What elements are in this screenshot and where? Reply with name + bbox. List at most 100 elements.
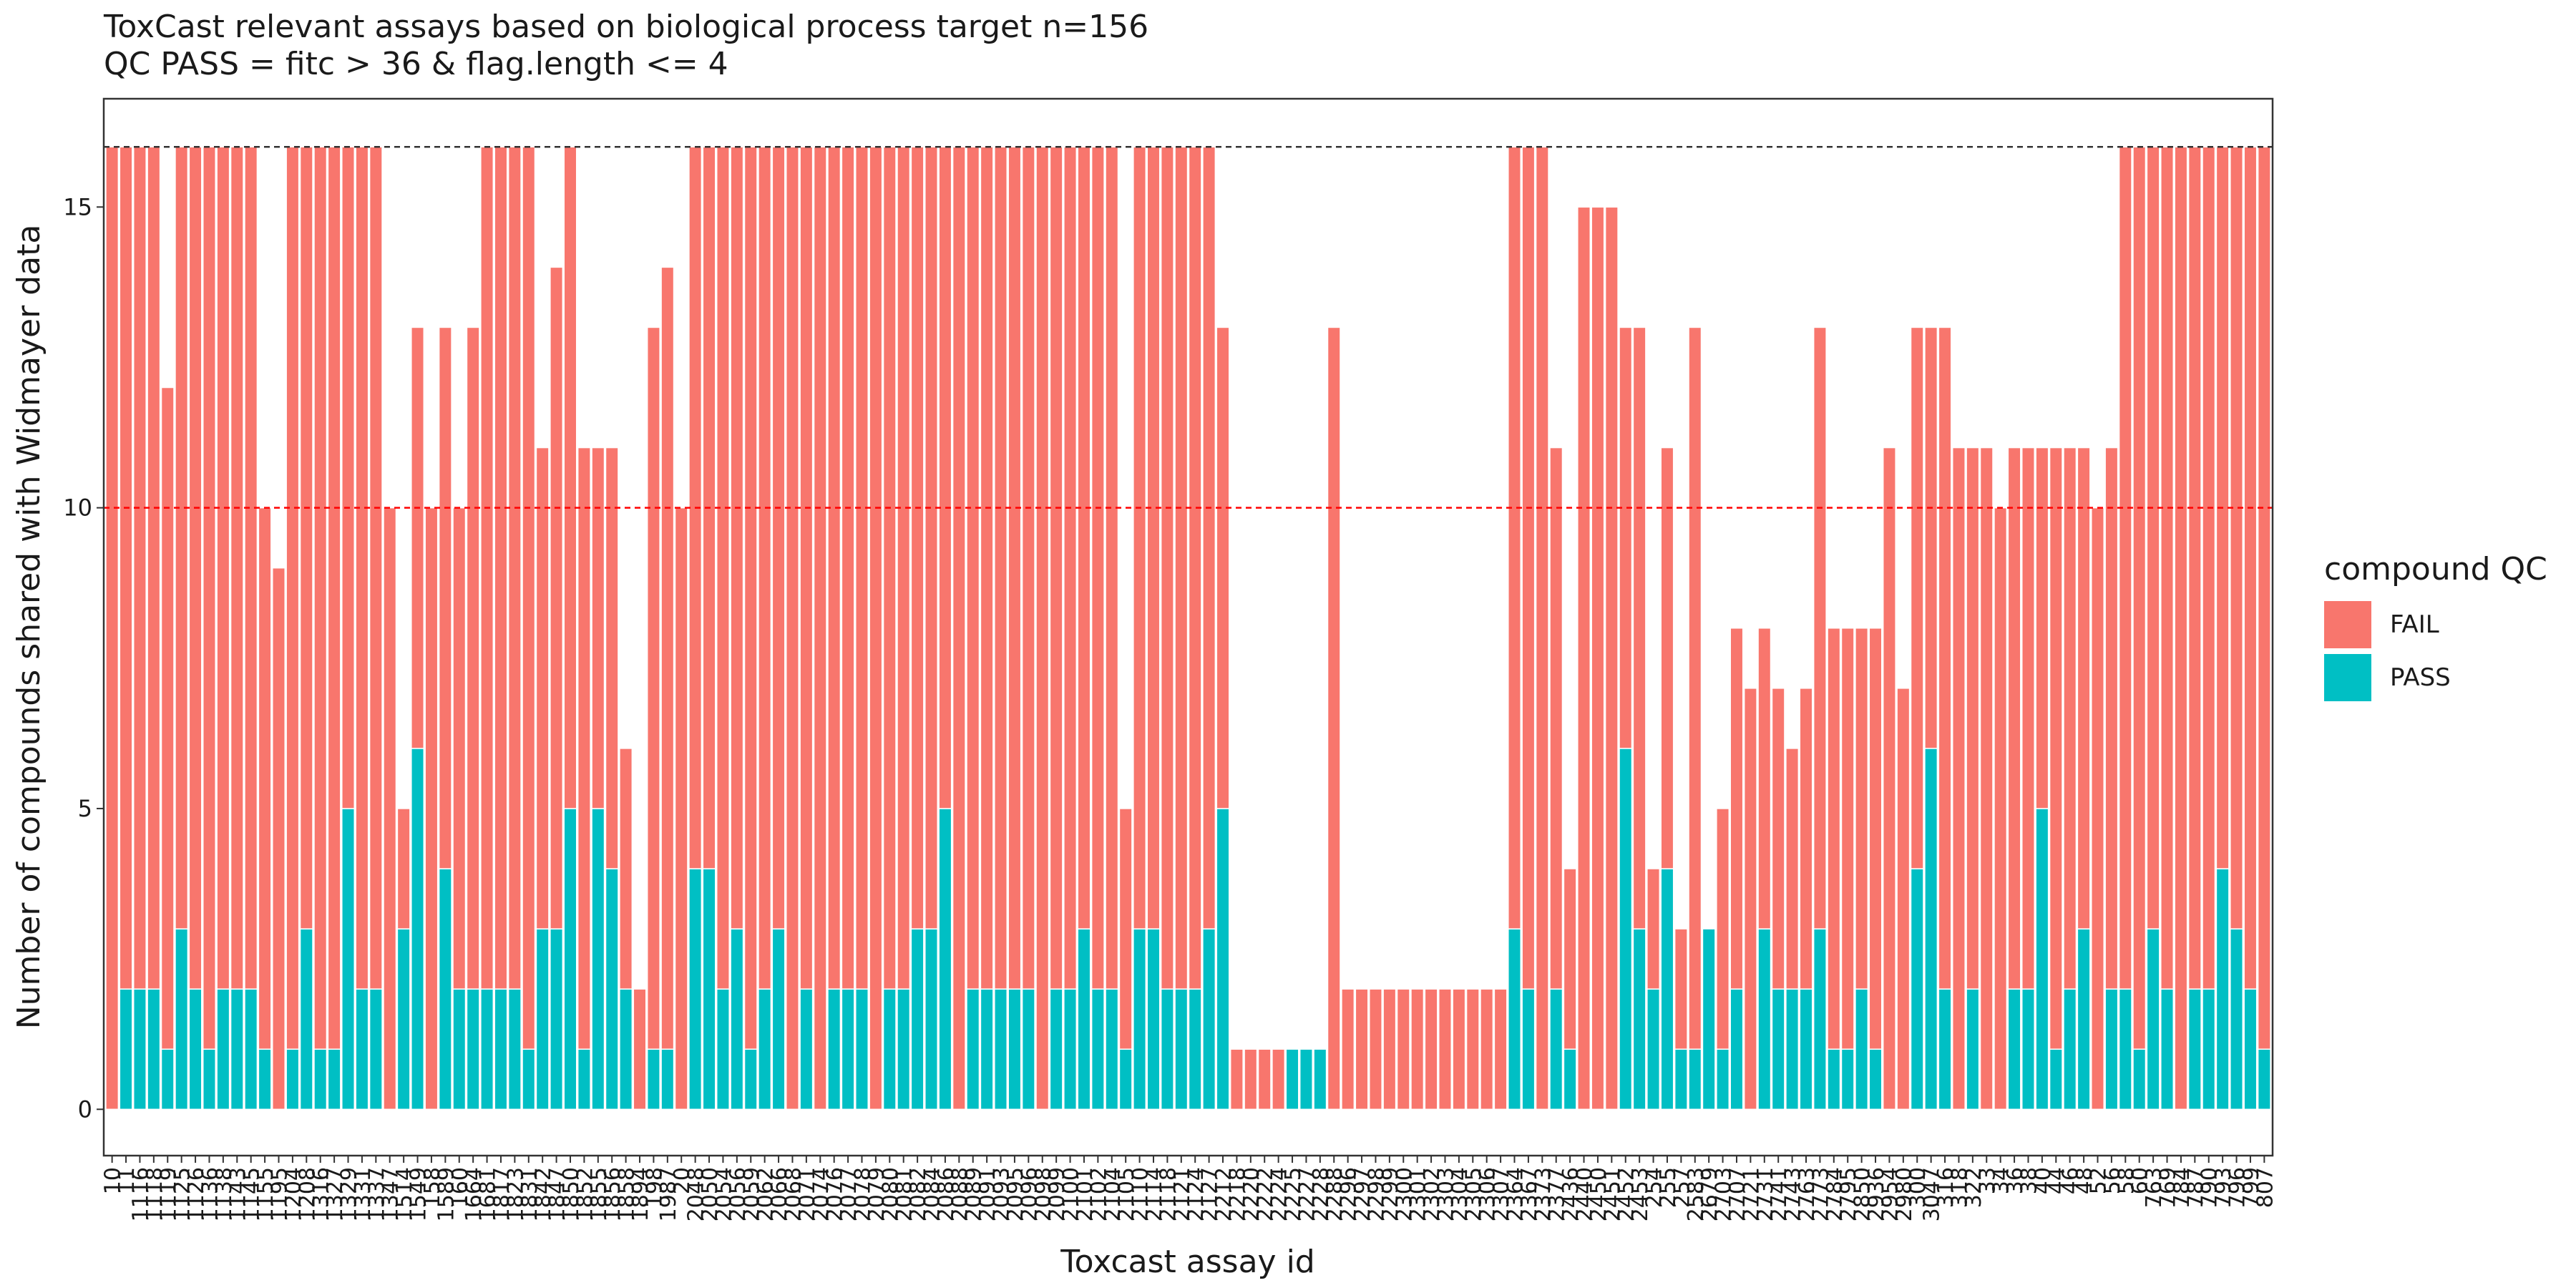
bar-segment xyxy=(1771,988,1785,1111)
bar-segment xyxy=(785,146,799,1111)
x-tick-label: 2301 xyxy=(1406,1167,1431,1221)
bar-segment xyxy=(1840,628,1855,1050)
bar-segment xyxy=(619,748,633,990)
bar-segment xyxy=(660,1048,675,1111)
bar-segment xyxy=(2132,1048,2147,1111)
x-tick-label: 2306 xyxy=(1475,1167,1501,1221)
bar-segment xyxy=(1146,146,1161,930)
bar-segment xyxy=(2202,146,2216,990)
x-tick-label: 2707 xyxy=(1725,1167,1750,1221)
x-tick-label: 1125 xyxy=(170,1167,195,1221)
x-tick-label: 807 xyxy=(2253,1167,2278,1208)
bar-segment xyxy=(244,146,258,990)
x-tick-label: 48 xyxy=(2072,1167,2097,1194)
bar-segment xyxy=(202,1048,216,1111)
bar-segment xyxy=(1063,146,1078,990)
x-tick-label: 1208 xyxy=(295,1167,320,1221)
bar-segment xyxy=(1951,447,1966,1111)
bar-segment xyxy=(1924,748,1938,1111)
bar-segment xyxy=(1244,1048,1258,1111)
x-tick-label: 1894 xyxy=(628,1167,653,1221)
bar-segment xyxy=(1771,688,1785,990)
bar-segment xyxy=(2077,447,2091,930)
bar-segment xyxy=(466,988,480,1111)
bar-segment xyxy=(1077,928,1091,1111)
bar-segment xyxy=(494,988,508,1111)
x-tick-label: 2721 xyxy=(1739,1167,1764,1221)
bar-segment xyxy=(1632,326,1646,930)
bar-segment xyxy=(550,928,564,1111)
bar-segment xyxy=(799,988,814,1111)
bar-segment xyxy=(1202,928,1216,1111)
bar-segment xyxy=(1674,1048,1688,1111)
bar-segment xyxy=(577,447,591,1050)
bar-segment xyxy=(230,146,244,990)
bar-segment xyxy=(507,988,522,1111)
x-tick-label: 318 xyxy=(1947,1167,1972,1208)
bar-segment xyxy=(411,326,425,749)
y-tick-label: 0 xyxy=(78,1096,92,1123)
x-tick-label: 2086 xyxy=(934,1167,959,1221)
x-tick-label: 2296 xyxy=(1337,1167,1362,1221)
x-tick-label: 1116 xyxy=(128,1167,153,1221)
bar-segment xyxy=(2021,988,2035,1111)
bar-segment xyxy=(1966,988,1980,1111)
bar-segment xyxy=(1327,326,1341,1111)
bar-segment xyxy=(1382,988,1397,1111)
bar-segment xyxy=(1272,1048,1286,1111)
bar-segment xyxy=(1299,1048,1313,1111)
x-tick-label: 2068 xyxy=(781,1167,806,1221)
x-tick-label: 2373 xyxy=(1531,1167,1556,1221)
bar-segment xyxy=(591,447,605,809)
bar-segment xyxy=(1660,447,1674,869)
bar-segment xyxy=(1438,988,1452,1111)
x-tick-label: 1664 xyxy=(462,1167,487,1221)
x-tick-label: 2452 xyxy=(1614,1167,1639,1221)
bar-segment xyxy=(1410,988,1425,1111)
bar-segment xyxy=(1216,326,1230,809)
x-tick-label: 2066 xyxy=(767,1167,792,1221)
x-tick-label: 1514 xyxy=(392,1167,417,1221)
bar-segment xyxy=(813,146,827,1111)
bar-segment xyxy=(1077,146,1091,930)
legend-label: PASS xyxy=(2390,663,2451,692)
bar-segment xyxy=(897,146,911,990)
bar-segment xyxy=(674,507,688,1111)
bar-segment xyxy=(938,808,952,1111)
bar-segment xyxy=(994,146,1008,990)
x-tick-label: 2731 xyxy=(1753,1167,1778,1221)
x-tick-label: 2364 xyxy=(1503,1167,1528,1221)
x-tick-label: 763 xyxy=(2142,1167,2167,1208)
bar-segment xyxy=(105,146,119,1111)
bar-segment xyxy=(466,326,480,990)
x-tick-label: 2300 xyxy=(1392,1167,1417,1221)
bar-segment xyxy=(2257,146,2271,1050)
bar-segment xyxy=(188,146,203,990)
x-tick-label: 2118 xyxy=(1156,1167,1181,1221)
x-tick-label: 40 xyxy=(2031,1167,2056,1194)
x-tick-label: 2088 xyxy=(947,1167,972,1221)
x-tick-label: 1195 xyxy=(267,1167,292,1221)
x-tick-label: 2091 xyxy=(975,1167,1000,1221)
bar-segment xyxy=(1757,928,1772,1111)
bar-segment xyxy=(1785,748,1800,990)
bar-segment xyxy=(522,146,536,1050)
x-tick-label: 1155 xyxy=(253,1167,278,1221)
x-tick-label: 2225 xyxy=(1281,1167,1306,1221)
bar-segment xyxy=(1216,808,1230,1111)
x-tick-label: 1329 xyxy=(337,1167,362,1221)
bar-segment xyxy=(1688,326,1702,1050)
x-tick-label: 2110 xyxy=(1128,1167,1153,1221)
bar-segment xyxy=(882,988,897,1111)
bar-segment xyxy=(646,1048,660,1111)
x-tick-label: 1145 xyxy=(240,1167,265,1221)
chart-title: ToxCast relevant assays based on biologi… xyxy=(103,9,1148,45)
x-tick-label: 2084 xyxy=(920,1167,945,1221)
bar-segment xyxy=(841,988,855,1111)
bar-segment xyxy=(799,146,814,990)
x-tick-label: 2451 xyxy=(1600,1167,1625,1221)
x-tick-label: 322 xyxy=(1961,1167,1986,1208)
bar-segment xyxy=(1702,928,1716,1111)
bar-segment xyxy=(924,928,938,1111)
bar-segment xyxy=(1813,928,1827,1111)
